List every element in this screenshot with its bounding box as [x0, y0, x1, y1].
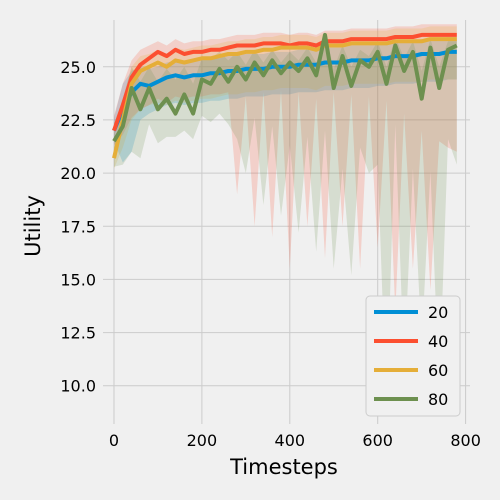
y-axis-label: Utility	[21, 195, 45, 257]
legend-label-20: 20	[428, 303, 448, 322]
x-tick-label: 200	[187, 431, 218, 450]
series-lines	[112, 32, 458, 159]
y-tick-label: 20.0	[60, 164, 96, 183]
x-axis-label: Timesteps	[229, 455, 338, 479]
line-series-60	[112, 37, 457, 159]
legend-box	[365, 295, 461, 417]
x-tick-labels: 0 200 400 600 800	[109, 431, 481, 450]
y-tick-label: 15.0	[60, 270, 96, 289]
line-series-40	[112, 32, 457, 132]
band-series-20	[114, 37, 457, 163]
legend-label-80: 80	[428, 390, 448, 409]
y-tick-labels: 10.0 12.5 15.0 17.5 20.0 22.5 25.0	[60, 58, 96, 396]
x-tick-label: 800	[450, 431, 481, 450]
legend: 20 40 60 80	[365, 295, 461, 417]
line-series-80	[112, 32, 458, 143]
legend-label-60: 60	[428, 361, 448, 380]
legend-label-40: 40	[428, 332, 448, 351]
grid-lines	[103, 20, 470, 424]
band-series-40	[114, 24, 457, 312]
y-tick-label: 12.5	[60, 324, 96, 343]
y-tick-label: 25.0	[60, 58, 96, 77]
x-tick-label: 0	[109, 431, 119, 450]
y-tick-label: 22.5	[60, 111, 96, 130]
y-tick-label: 17.5	[60, 217, 96, 236]
band-series-80	[114, 32, 457, 412]
x-tick-label: 600	[362, 431, 393, 450]
x-tick-label: 400	[275, 431, 306, 450]
y-tick-label: 10.0	[60, 377, 96, 396]
